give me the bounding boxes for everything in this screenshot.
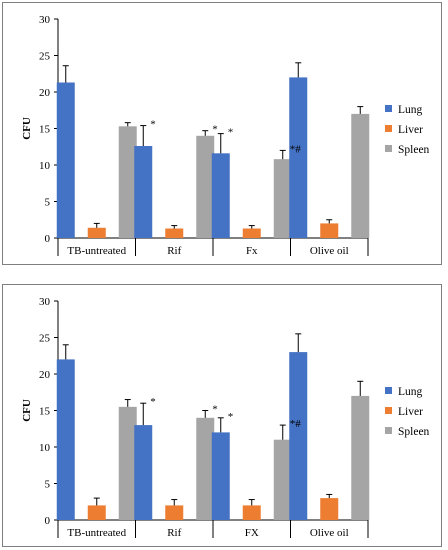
chart-panel-top: 0 5 10 15 20 25 30 CFU TB-untreated Rif Fx Olive oi…: [2, 2, 442, 265]
significance-marker: *: [212, 124, 218, 136]
bar-liver: [87, 505, 106, 520]
significance-marker: *: [150, 396, 156, 408]
bar-spleen: [351, 113, 370, 238]
y-tick-label: 5: [45, 479, 51, 491]
x-category-label: Olive oil: [310, 527, 349, 539]
significance-marker: *: [212, 404, 218, 416]
legend-swatch-lung: [385, 387, 392, 394]
y-tick-label: 0: [45, 233, 51, 245]
y-tick-label: 20: [39, 87, 51, 99]
y-axis-title: CFU: [21, 117, 33, 140]
x-category-label: FX: [245, 527, 259, 539]
y-tick-label: 25: [39, 51, 51, 63]
x-category-label: Rif: [167, 527, 181, 539]
bar-chart-bottom: 0 5 10 15 20 25 30 CFU TB-untreated Rif FX Olive oi…: [21, 296, 430, 539]
y-tick-label: 15: [39, 124, 51, 136]
y-tick-label: 30: [39, 296, 51, 308]
legend-label-lung: Lung: [398, 386, 423, 398]
chart-panel-bottom: 0 5 10 15 20 25 30 CFU TB-untreated Rif FX Olive oi…: [2, 284, 442, 547]
bar-spleen: [118, 406, 137, 520]
significance-marker: *: [228, 411, 234, 423]
bar-lung: [134, 425, 153, 520]
x-category-label: TB-untreated: [67, 245, 126, 257]
legend-label-liver: Liver: [398, 124, 423, 136]
legend-label-spleen: Spleen: [398, 426, 430, 438]
legend-label-spleen: Spleen: [398, 144, 430, 156]
y-tick-label: 0: [45, 515, 51, 527]
bar-lung: [211, 432, 230, 520]
bar-spleen: [351, 395, 370, 520]
bar-lung: [211, 153, 230, 238]
bar-liver: [165, 228, 184, 238]
y-axis-title: CFU: [21, 399, 33, 422]
significance-marker: *: [228, 127, 234, 139]
x-category-label: TB-untreated: [67, 527, 126, 539]
bar-lung: [56, 359, 75, 520]
significance-marker: *: [150, 119, 156, 131]
bar-spleen: [273, 439, 292, 520]
y-tick-label: 30: [39, 14, 51, 26]
bar-lung: [289, 77, 308, 239]
bar-liver: [242, 505, 261, 520]
bar-liver: [320, 223, 339, 238]
significance-marker: *#: [290, 143, 302, 155]
bar-liver: [320, 498, 339, 520]
y-tick-label: 10: [39, 160, 51, 172]
x-category-label: Olive oil: [310, 245, 349, 257]
x-category-label: Rif: [167, 245, 181, 257]
legend-swatch-lung: [385, 105, 392, 112]
y-tick-label: 25: [39, 333, 51, 345]
x-category-label: Fx: [246, 245, 258, 257]
bar-liver: [165, 505, 184, 520]
y-tick-label: 20: [39, 369, 51, 381]
y-tick-label: 15: [39, 406, 51, 418]
legend-swatch-spleen: [385, 427, 392, 434]
bar-liver: [242, 228, 261, 238]
legend-swatch-liver: [385, 407, 392, 414]
legend-swatch-liver: [385, 125, 392, 132]
bar-lung: [56, 82, 75, 238]
legend-label-lung: Lung: [398, 104, 423, 116]
bar-spleen: [273, 159, 292, 238]
legend-label-liver: Liver: [398, 406, 423, 418]
y-tick-label: 10: [39, 442, 51, 454]
bar-chart-top: 0 5 10 15 20 25 30 CFU TB-untreated Rif Fx Olive oi…: [21, 14, 430, 257]
bar-liver: [87, 227, 106, 238]
significance-marker: *#: [290, 418, 302, 430]
bar-spleen: [196, 417, 215, 520]
bar-lung: [289, 352, 308, 520]
y-tick-label: 5: [45, 197, 51, 209]
bar-spleen: [196, 135, 215, 238]
legend-swatch-spleen: [385, 145, 392, 152]
bar-lung: [134, 146, 153, 238]
bar-spleen: [118, 126, 137, 238]
